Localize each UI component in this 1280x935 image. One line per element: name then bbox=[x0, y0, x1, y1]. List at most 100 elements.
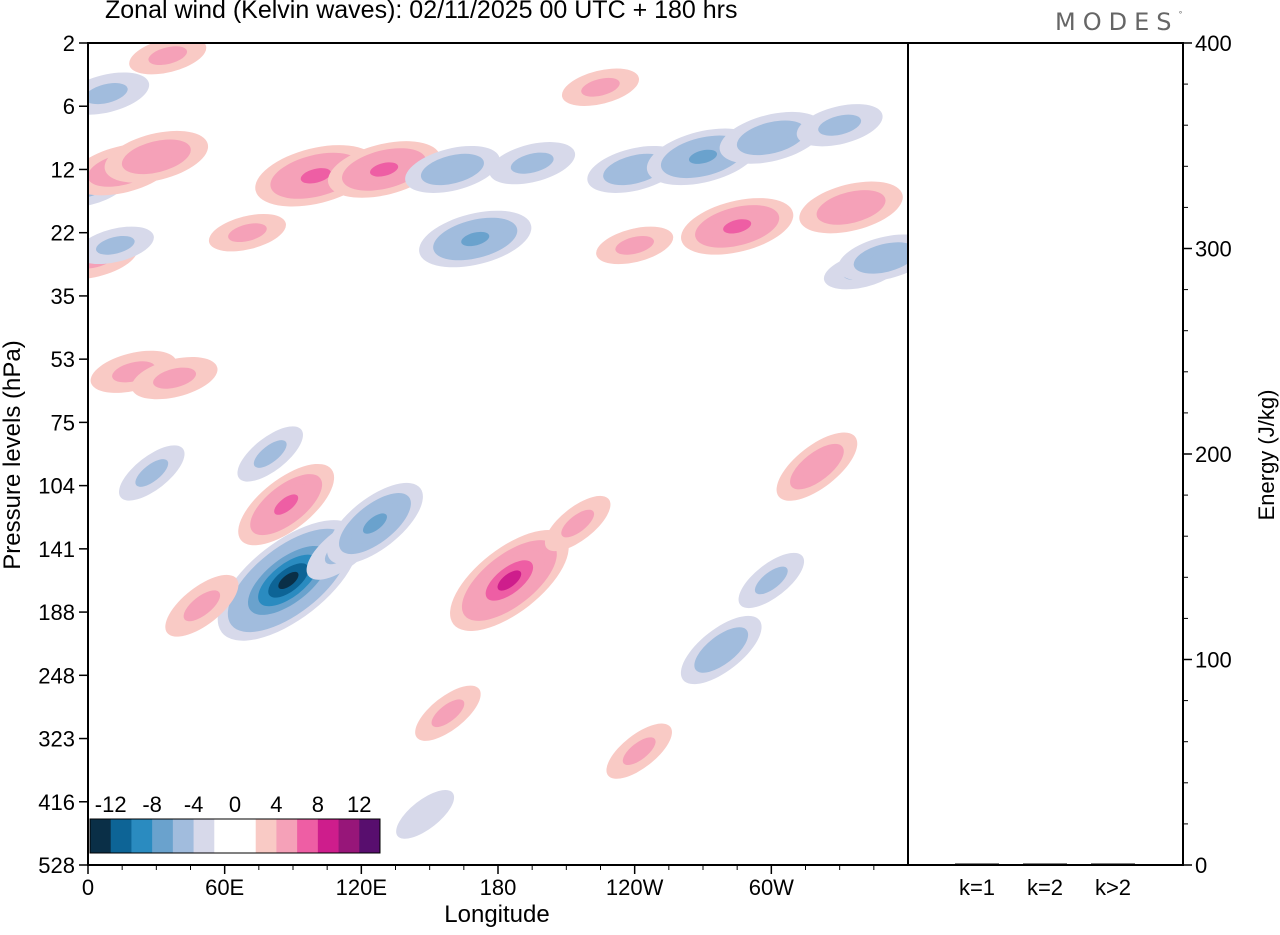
wind-anomaly-feature bbox=[738, 552, 805, 609]
wind-anomaly-feature bbox=[327, 482, 423, 565]
wind-contour-band bbox=[803, 455, 831, 479]
colorbar-label: -8 bbox=[142, 792, 162, 817]
chart-title: Zonal wind (Kelvin waves): 02/11/2025 00… bbox=[105, 0, 738, 24]
x-tick-label: 120W bbox=[606, 875, 664, 900]
energy-tick-label: 200 bbox=[1195, 442, 1232, 467]
colorbar-label: 8 bbox=[312, 792, 324, 817]
wind-contour-band bbox=[370, 162, 399, 177]
wind-contour-band bbox=[431, 699, 465, 728]
energy-category-label: k=2 bbox=[1027, 875, 1063, 900]
wind-contour-band bbox=[510, 152, 554, 174]
wind-contour-band bbox=[622, 737, 656, 766]
wind-contour-band bbox=[561, 509, 595, 538]
wind-contour-band bbox=[754, 129, 789, 147]
wind-anomaly-feature bbox=[596, 226, 674, 265]
x-tick-label: 120E bbox=[336, 875, 387, 900]
wind-anomaly-feature bbox=[450, 530, 569, 631]
wind-anomaly-feature bbox=[119, 445, 185, 501]
colorbar-swatch bbox=[152, 819, 174, 853]
wind-contour-band bbox=[148, 46, 188, 66]
y-tick-label: 53 bbox=[51, 347, 75, 372]
energy-axis-label: Energy (J/kg) bbox=[1254, 390, 1279, 521]
wind-contour-band bbox=[253, 440, 287, 468]
wind-contour-band bbox=[396, 790, 455, 839]
x-tick-label: 60E bbox=[205, 875, 244, 900]
colorbar-swatch bbox=[193, 819, 215, 853]
x-axis: 0 60E 120E 180 120W 60W bbox=[82, 865, 875, 900]
heatmap-plot-area bbox=[88, 43, 908, 839]
wind-contour-band bbox=[833, 198, 869, 217]
wind-contour-band bbox=[688, 149, 718, 164]
energy-category-label: k=1 bbox=[959, 875, 995, 900]
wind-contour-band bbox=[96, 235, 135, 255]
colorbar-legend: -12 -8 -4 0 4 8 12 bbox=[89, 792, 381, 854]
wind-anomaly-feature bbox=[131, 357, 218, 400]
wind-anomaly-feature bbox=[776, 432, 858, 501]
energy-bar bbox=[955, 863, 999, 865]
wind-contour-band bbox=[436, 161, 469, 178]
wind-contour-band bbox=[362, 513, 387, 534]
energy-category-label: k>2 bbox=[1095, 875, 1131, 900]
colorbar-frame bbox=[89, 818, 381, 854]
wind-anomaly-feature bbox=[129, 43, 207, 75]
colorbar-swatch bbox=[172, 819, 194, 853]
wind-anomaly-feature bbox=[208, 213, 286, 252]
energy-panel-frame bbox=[907, 42, 1184, 866]
energy-tick-label: 400 bbox=[1195, 31, 1232, 56]
x-axis-label: Longitude bbox=[444, 901, 549, 928]
wind-anomaly-feature bbox=[396, 790, 455, 839]
y-tick-label: 141 bbox=[38, 537, 75, 562]
wind-anomaly-feature bbox=[327, 141, 441, 198]
wind-anomaly-feature bbox=[165, 574, 239, 637]
wind-contour-band bbox=[461, 231, 490, 247]
energy-bar bbox=[1091, 863, 1135, 865]
wind-contour-band bbox=[615, 235, 654, 255]
wind-anomaly-feature bbox=[837, 234, 908, 282]
colorbar-swatch bbox=[297, 819, 319, 853]
y-tick-label: 6 bbox=[63, 94, 75, 119]
y-tick-label: 248 bbox=[38, 663, 75, 688]
colorbar-swatch bbox=[359, 819, 381, 853]
energy-bar bbox=[1023, 863, 1067, 865]
modes-logo: MODES° bbox=[1055, 8, 1182, 36]
colorbar-swatch bbox=[317, 819, 339, 853]
wind-contour-band bbox=[300, 168, 331, 184]
wind-anomaly-feature bbox=[415, 685, 481, 741]
wind-anomaly-feature bbox=[237, 426, 303, 482]
wind-contour-band bbox=[754, 566, 788, 595]
colorbar-swatch bbox=[235, 819, 257, 853]
energy-tick-label: 300 bbox=[1195, 237, 1232, 262]
wind-contour-band bbox=[183, 590, 221, 622]
wind-anomaly-feature bbox=[544, 495, 611, 552]
colorbar-swatch bbox=[90, 819, 112, 853]
energy-bars: k=1 k=2 k>2 bbox=[955, 863, 1135, 900]
wind-anomaly-feature bbox=[719, 111, 824, 164]
y-axis: 2 6 12 22 35 53 75 104 141 188 248 323 416 528 bbox=[38, 31, 88, 878]
wind-contour-band bbox=[228, 223, 267, 243]
y-tick-label: 323 bbox=[38, 727, 75, 752]
y-tick-label: 75 bbox=[51, 410, 75, 435]
energy-y-axis: 0 100 200 300 400 bbox=[1183, 31, 1232, 878]
wind-contour-band bbox=[581, 77, 620, 97]
brand-text: MODES bbox=[1055, 8, 1179, 36]
colorbar-swatch bbox=[255, 819, 277, 853]
wind-contour-band bbox=[618, 161, 651, 178]
y-tick-label: 528 bbox=[38, 853, 75, 878]
colorbar-label: -12 bbox=[95, 792, 127, 817]
wind-contour-band bbox=[153, 367, 197, 389]
wind-anomaly-feature bbox=[799, 181, 903, 234]
wind-anomaly-feature bbox=[796, 104, 883, 147]
wind-contour-band bbox=[274, 494, 299, 515]
wind-anomaly-feature bbox=[606, 723, 672, 779]
wind-anomaly-feature bbox=[419, 210, 532, 268]
y-tick-label: 22 bbox=[51, 221, 75, 246]
y-tick-label: 104 bbox=[38, 474, 75, 499]
wind-contour-band bbox=[88, 83, 128, 105]
x-tick-label: 0 bbox=[82, 875, 94, 900]
wind-contour-band bbox=[818, 114, 862, 136]
wind-anomaly-feature bbox=[489, 142, 576, 185]
wind-anomaly-feature bbox=[681, 198, 794, 255]
colorbar-swatch bbox=[214, 819, 236, 853]
